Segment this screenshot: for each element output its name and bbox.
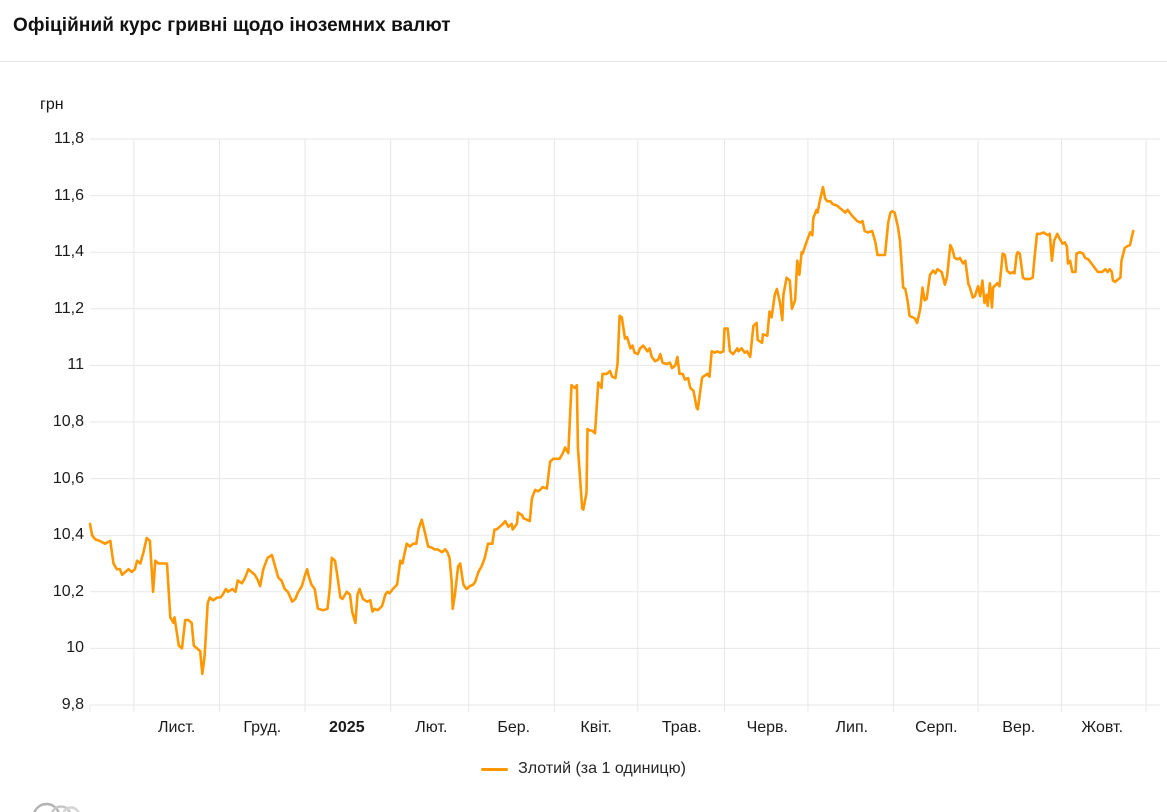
y-tick-label: 11,6 <box>54 186 84 204</box>
legend-label: Злотий (за 1 одиницю) <box>518 760 686 777</box>
y-tick-label: 10 <box>66 639 84 657</box>
legend-line-swatch <box>481 767 509 771</box>
y-tick-label: 10,4 <box>52 526 84 544</box>
x-tick-label: Серп. <box>915 719 958 736</box>
x-tick-label: Квіт. <box>580 719 612 736</box>
x-tick-label: Черв. <box>746 719 788 736</box>
horizontal-gridlines <box>90 138 1160 706</box>
series-line-zloty <box>88 185 1135 676</box>
legend[interactable]: Злотий (за 1 одиницю) <box>0 760 1167 778</box>
x-tick-label: Лют. <box>415 719 448 736</box>
watermark-arc <box>51 805 71 812</box>
y-tick-label: 11,2 <box>54 299 84 317</box>
header-divider <box>0 61 1167 62</box>
x-tick-label: 2025 <box>329 719 365 736</box>
x-tick-label: Трав. <box>661 719 702 736</box>
watermark-arc <box>33 802 60 812</box>
x-tick-label: Бер. <box>497 719 531 736</box>
page-title: Офіційний курс гривні щодо іноземних вал… <box>13 15 451 36</box>
y-tick-label: 11,4 <box>54 243 84 261</box>
x-tick-label: Лист. <box>157 719 196 736</box>
x-tick-label: Груд. <box>243 719 282 736</box>
y-axis-unit-label: грн <box>40 96 64 113</box>
watermark-arc <box>62 806 80 812</box>
y-tick-label: 10,8 <box>52 413 84 430</box>
y-tick-label: 10,6 <box>52 469 84 487</box>
y-tick-label: 9,8 <box>61 696 84 713</box>
y-tick-label: 11 <box>67 356 84 374</box>
y-tick-label: 11,8 <box>54 130 84 147</box>
vertical-gridlines <box>89 139 1147 712</box>
amcharts-logo-watermark <box>33 802 80 812</box>
x-tick-label: Жовт. <box>1081 719 1124 736</box>
x-tick-label: Лип. <box>835 719 869 736</box>
x-tick-label: Вер. <box>1002 719 1036 736</box>
y-tick-label: 10,2 <box>52 582 84 600</box>
